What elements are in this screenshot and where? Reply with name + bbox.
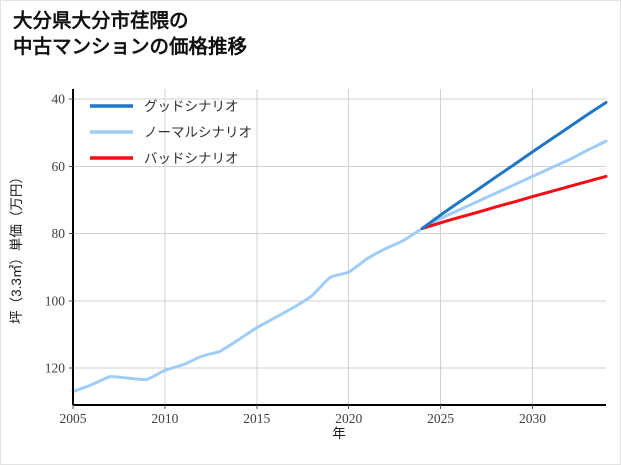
gridlines xyxy=(72,89,606,405)
series-line-バッドシナリオ xyxy=(420,174,608,231)
x-tick-label: 2030 xyxy=(519,411,546,426)
legend-label-1: ノーマルシナリオ xyxy=(144,125,252,140)
legend-label-2: バッドシナリオ xyxy=(144,151,239,166)
x-tick-label: 2025 xyxy=(427,411,454,426)
axis-titles: 年 坪（3.3㎡）単価（万円） xyxy=(9,170,346,441)
tick-labels: 120 100 80 60 40 2005 2010 2015 2020 2025 2030 xyxy=(45,92,546,426)
chart-title: 大分県大分市荏隈の 中古マンションの価格推移 xyxy=(13,10,248,58)
y-axis-title: 坪（3.3㎡）単価（万円） xyxy=(9,170,24,324)
series-layer xyxy=(71,100,608,394)
legend-label-0: グッドシナリオ xyxy=(144,99,239,114)
axis-spines xyxy=(72,89,606,406)
y-tick-label: 120 xyxy=(45,361,66,376)
x-tick-label: 2010 xyxy=(151,411,178,426)
x-tick-label: 2005 xyxy=(60,411,87,426)
y-tick-label: 80 xyxy=(52,226,66,241)
series-line-グッドシナリオ xyxy=(420,100,608,231)
y-tick-label: 60 xyxy=(52,159,66,174)
x-axis-title: 年 xyxy=(332,426,346,441)
y-tick-label: 40 xyxy=(52,92,66,107)
x-tick-label: 2015 xyxy=(243,411,270,426)
x-tick-label: 2020 xyxy=(335,411,362,426)
series-line-ノーマルシナリオ xyxy=(71,139,608,394)
y-tick-label: 100 xyxy=(45,293,66,308)
